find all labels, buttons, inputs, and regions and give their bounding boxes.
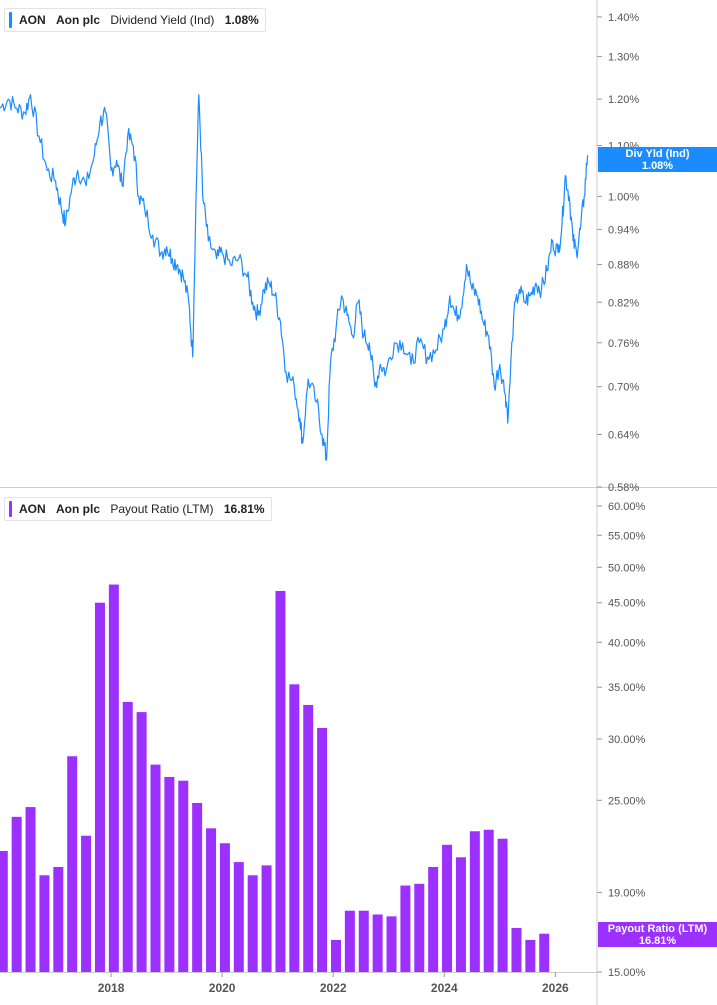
x-tick-label: 2022 <box>320 981 347 995</box>
payout-bar <box>206 828 217 972</box>
payout-bar <box>525 939 536 972</box>
payout-bar <box>136 712 147 972</box>
payout-bar <box>150 764 161 972</box>
x-tick-label: 2018 <box>98 981 125 995</box>
payout-bar <box>233 862 244 972</box>
payout-bar <box>358 910 369 972</box>
payout-bar <box>247 875 258 972</box>
legend-company: Aon plc <box>56 502 101 516</box>
flag-value: 16.81% <box>638 935 677 947</box>
payout-bar <box>330 939 341 972</box>
payout-bar <box>25 807 36 972</box>
y-tick-label: 1.00% <box>608 191 639 203</box>
x-tick-label: 2024 <box>431 981 458 995</box>
payout-bar <box>81 835 92 972</box>
legend-value: 1.08% <box>224 13 259 27</box>
payout-bar <box>414 883 425 972</box>
payout-bar <box>108 584 119 972</box>
payout-bar <box>94 602 105 972</box>
legend-ticker: AON <box>19 502 46 516</box>
payout-bar <box>317 727 328 972</box>
payout-bar <box>11 816 22 972</box>
y-tick-label: 25.00% <box>608 795 646 807</box>
payout-bar <box>455 857 466 972</box>
payout-bar <box>469 831 480 972</box>
y-tick-label: 0.70% <box>608 382 639 394</box>
y-tick-label: 0.94% <box>608 224 639 236</box>
y-tick-label: 0.58% <box>608 482 639 494</box>
legend-value: 16.81% <box>223 502 265 516</box>
y-tick-label: 0.76% <box>608 338 639 350</box>
legend-ticker: AON <box>19 13 46 27</box>
y-tick-label: 40.00% <box>608 637 646 649</box>
x-tick-label: 2020 <box>209 981 236 995</box>
current-value-flag-dividend-yield: Div Yld (Ind) 1.08% <box>598 147 717 172</box>
payout-bar <box>442 844 453 972</box>
flag-label: Payout Ratio (LTM) <box>607 923 708 935</box>
y-tick-label: 1.30% <box>608 51 639 63</box>
payout-bar <box>511 927 522 972</box>
payout-bar <box>539 933 550 972</box>
payout-bar <box>344 910 355 972</box>
payout-bar <box>122 701 133 972</box>
x-tick-label: 2026 <box>542 981 569 995</box>
bar-swatch <box>9 501 12 517</box>
y-tick-label: 0.64% <box>608 429 639 441</box>
payout-bar <box>372 914 383 972</box>
y-tick-label: 35.00% <box>608 682 646 694</box>
y-tick-label: 55.00% <box>608 530 646 542</box>
payout-bar <box>289 684 300 972</box>
y-tick-label: 0.88% <box>608 260 639 272</box>
legend-payout-ratio[interactable]: AON Aon plc Payout Ratio (LTM) 16.81% <box>4 497 272 521</box>
legend-metric: Dividend Yield (Ind) <box>110 13 215 27</box>
line-swatch <box>9 12 12 28</box>
legend-company: Aon plc <box>56 13 101 27</box>
dividend-yield-line <box>0 94 589 461</box>
payout-bar <box>0 850 8 972</box>
y-tick-label: 30.00% <box>608 734 646 746</box>
legend-metric: Payout Ratio (LTM) <box>110 502 214 516</box>
payout-bar <box>386 916 397 972</box>
flag-value: 1.08% <box>641 160 674 172</box>
y-tick-label: 0.82% <box>608 297 639 309</box>
y-tick-label: 19.00% <box>608 888 646 900</box>
y-tick-label: 60.00% <box>608 501 646 513</box>
current-value-flag-payout-ratio: Payout Ratio (LTM) 16.81% <box>598 922 717 947</box>
y-tick-label: 50.00% <box>608 562 646 574</box>
payout-bar <box>67 756 78 972</box>
payout-bar <box>303 704 314 972</box>
payout-bar <box>192 802 203 972</box>
legend-dividend-yield[interactable]: AON Aon plc Dividend Yield (Ind) 1.08% <box>4 8 266 32</box>
payout-bar <box>164 776 175 972</box>
payout-bar <box>275 590 286 972</box>
y-tick-label: 15.00% <box>608 967 646 979</box>
payout-bar <box>483 829 494 972</box>
payout-bar <box>428 867 439 972</box>
y-tick-label: 1.20% <box>608 94 639 106</box>
payout-bar <box>497 838 508 972</box>
payout-bar <box>219 843 230 972</box>
y-tick-label: 1.40% <box>608 12 639 24</box>
payout-bar <box>261 865 272 972</box>
payout-bar <box>178 780 189 972</box>
payout-bar <box>400 885 411 972</box>
flag-label: Div Yld (Ind) <box>625 148 690 160</box>
y-tick-label: 45.00% <box>608 598 646 610</box>
payout-bar <box>39 875 50 972</box>
payout-bar <box>53 867 64 972</box>
